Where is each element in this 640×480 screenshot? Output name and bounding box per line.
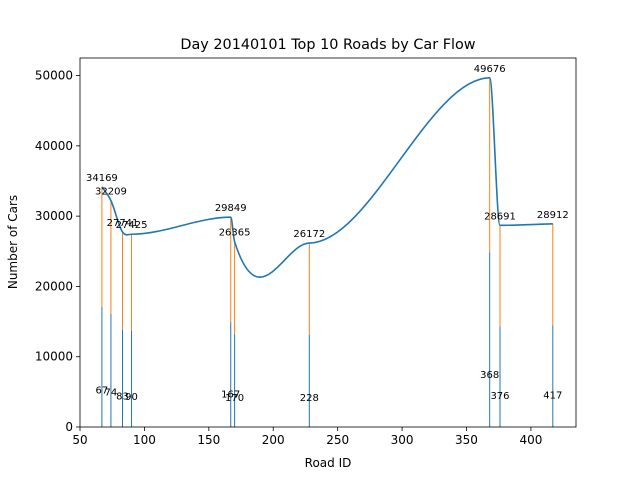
x-axis-label: Road ID bbox=[305, 456, 352, 470]
road-label-road-74: 74 bbox=[105, 387, 118, 398]
labels-layer: 34169 67 32209 74 27741 83 27425 90 29849 167 2636… bbox=[86, 64, 569, 404]
x-tick-label-100: 100 bbox=[133, 433, 156, 447]
line-layer bbox=[101, 77, 553, 278]
value-label-road-67: 34169 bbox=[86, 173, 118, 184]
road-label-road-376: 376 bbox=[490, 391, 509, 402]
chart-title: Day 20140101 Top 10 Roads by Car Flow bbox=[180, 37, 475, 53]
value-label-road-368: 49676 bbox=[474, 64, 506, 75]
y-axis-label: Number of Cars bbox=[6, 195, 20, 289]
series-line bbox=[101, 77, 553, 278]
x-tick-label-300: 300 bbox=[391, 433, 414, 447]
value-label-road-167: 29849 bbox=[215, 203, 247, 214]
x-tick-label-50: 50 bbox=[72, 433, 87, 447]
road-label-road-167: 167 bbox=[221, 390, 240, 401]
road-label-road-67: 67 bbox=[96, 385, 109, 396]
value-label-road-228: 26172 bbox=[293, 229, 325, 240]
value-label-road-170: 26365 bbox=[219, 228, 251, 239]
y-tick-label-0: 0 bbox=[65, 420, 73, 434]
road-label-road-83: 83 bbox=[116, 392, 129, 403]
value-label-road-74: 32209 bbox=[95, 187, 127, 198]
stems-layer bbox=[101, 77, 554, 427]
y-tick-label-40000: 40000 bbox=[35, 139, 73, 153]
y-tick-label-30000: 30000 bbox=[35, 209, 73, 223]
x-tick-label-350: 350 bbox=[455, 433, 478, 447]
road-label-road-368: 368 bbox=[480, 370, 499, 381]
road-label-road-228: 228 bbox=[300, 393, 319, 404]
y-tick-label-20000: 20000 bbox=[35, 279, 73, 293]
axes-layer: 50 100 150 200 250 300 350 400 0 10000 20000 30000 4… bbox=[35, 69, 543, 447]
x-tick-label-200: 200 bbox=[262, 433, 285, 447]
y-tick-label-50000: 50000 bbox=[35, 69, 73, 83]
road-label-road-90: 90 bbox=[125, 392, 138, 403]
value-label-road-417: 28912 bbox=[537, 210, 569, 221]
plot-frame bbox=[79, 57, 577, 428]
x-tick-label-150: 150 bbox=[197, 433, 220, 447]
value-label-road-90: 27425 bbox=[116, 220, 148, 231]
y-tick-label-10000: 10000 bbox=[35, 350, 73, 364]
value-label-road-83: 27741 bbox=[107, 218, 139, 229]
x-tick-label-250: 250 bbox=[326, 433, 349, 447]
road-label-road-417: 417 bbox=[543, 391, 562, 402]
x-tick-label-400: 400 bbox=[519, 433, 542, 447]
road-label-road-170: 170 bbox=[225, 393, 244, 404]
value-label-road-376: 28691 bbox=[484, 211, 516, 222]
